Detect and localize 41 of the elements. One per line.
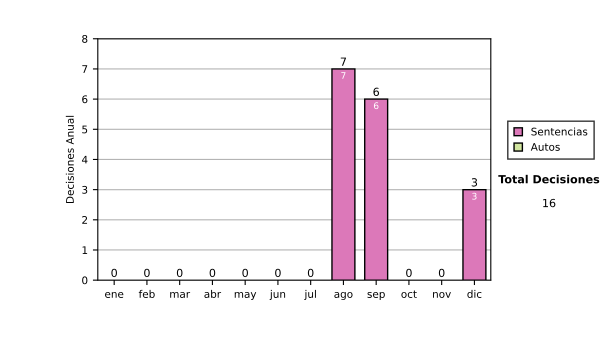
x-tick-label: jul [304,290,316,300]
x-tick-label: ago [334,292,353,300]
y-axis-title: Decisiones Anual [66,116,74,203]
y-tick-label: 2 [82,216,88,224]
total-label: 0 [111,268,117,278]
text: Total Decisiones [498,174,600,184]
x-tick-label: dic [467,290,482,298]
y-tick-label: 0 [82,276,88,284]
total-label: 0 [438,268,444,278]
y-tick-label: 8 [82,34,88,43]
x-tick-label: ene [105,292,124,298]
total-label: 0 [176,268,182,278]
x-tick-label: sep [368,292,385,300]
y-tick-label: 1 [82,246,88,254]
legend-label: Autos [530,143,560,151]
x-tick-label: oct [401,290,417,298]
total-label: 3 [472,178,478,187]
y-tick-label: 7 [82,65,88,73]
x-tick-label: jun [270,290,286,300]
y-tick-label: 5 [82,126,88,134]
x-tick-label: nov [433,292,451,298]
total-label: 0 [308,268,314,278]
x-tick-label: mar [170,292,190,298]
total-label: 7 [340,58,346,66]
total-label: 0 [144,268,150,278]
y-tick-label: 6 [82,95,88,104]
total-label: 0 [406,268,412,278]
text: 16 [543,198,556,208]
y-tick-label: 4 [82,156,88,164]
x-tick-label: feb [138,290,155,298]
total-label: 6 [373,88,380,96]
x-tick-label: may [234,292,256,300]
data-label: 7 [341,72,346,79]
total-label: 0 [242,268,248,278]
data-label: 6 [374,102,378,110]
x-tick-label: abr [204,290,222,298]
total-label: 0 [275,268,281,278]
y-tick-label: 3 [82,186,88,194]
total-label: 0 [210,268,216,278]
data-label: 3 [472,192,477,200]
legend-label: Sentencias [531,127,588,136]
